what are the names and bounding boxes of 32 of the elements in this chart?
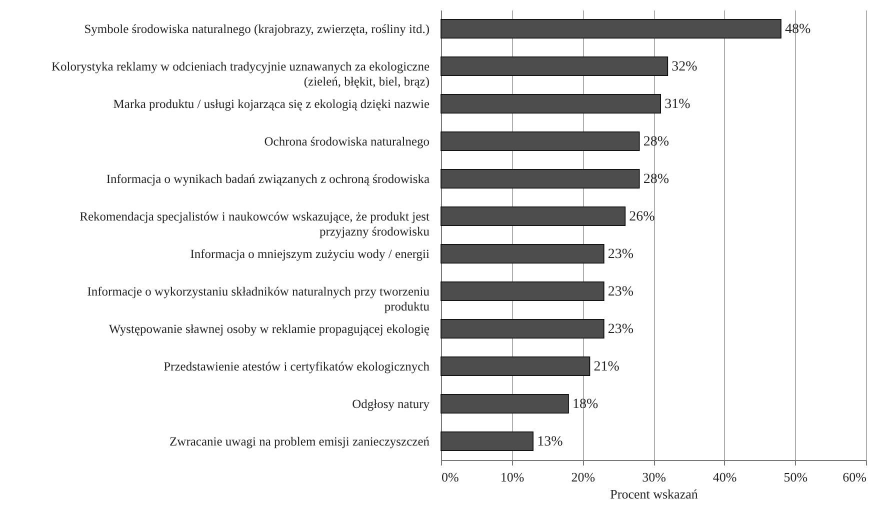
y-tick-label: Rekomendacja specjalistów i naukowców wskazujące, że produkt jest przyjazny środowisku xyxy=(80,209,430,238)
y-tick-label: Informacja o mniejszym zużyciu wody / energii xyxy=(190,246,430,261)
data-label: 23% xyxy=(608,246,634,262)
y-tick-label: Występowanie sławnej osoby w reklamie propagującej ekologię xyxy=(108,322,430,336)
data-label: 23% xyxy=(608,322,634,337)
y-tick-label: Symbole środowiska naturalnego (krajobrazy, zwierzęta, rośliny itd.) xyxy=(84,22,430,36)
data-label: 13% xyxy=(537,434,564,450)
data-label: 28% xyxy=(643,134,670,150)
data-label: 48% xyxy=(785,22,811,37)
data-label: 31% xyxy=(664,96,691,112)
data-label: 18% xyxy=(572,396,598,412)
y-tick-label: Ochrona środowiska naturalnego xyxy=(264,134,430,148)
x-tick-label: 40% xyxy=(712,470,737,484)
data-label: 32% xyxy=(672,59,698,74)
data-label: 26% xyxy=(629,209,656,224)
x-tick-label: 50% xyxy=(784,470,808,484)
data-label: 28% xyxy=(643,172,670,187)
x-tick-label: 10% xyxy=(500,470,524,484)
data-label: 23% xyxy=(608,284,634,300)
y-tick-label: Informacja o wynikach badań związanych z ochroną środowiska xyxy=(106,172,430,186)
x-tick-label: 20% xyxy=(571,470,596,484)
y-tick-label: Przedstawienie atestów i certyfikatów ekologicznych xyxy=(164,359,430,374)
y-tick-label: Marka produktu / usługi kojarząca się z ekologią dzięki nazwie xyxy=(113,96,430,111)
x-tick-label: 30% xyxy=(642,470,666,484)
y-tick-label: Kolorystyka reklamy w odcieniach tradycyjnie uznawanych za ekologiczne (zieleń, błękit, biel, brąz) xyxy=(52,59,430,88)
data-label: 21% xyxy=(594,359,620,374)
x-tick-label: 0% xyxy=(442,470,459,484)
y-tick-label: Odgłosy natury xyxy=(352,396,430,411)
x-tick-label: 60% xyxy=(842,470,867,484)
y-tick-label: Informacje o wykorzystaniu składników naturalnych przy tworzeniu produktu xyxy=(87,284,430,314)
y-tick-label: Zwracanie uwagi na problem emisji zanieczyszczeń xyxy=(170,434,430,448)
x-axis-title: Procent wskazań xyxy=(610,486,698,502)
